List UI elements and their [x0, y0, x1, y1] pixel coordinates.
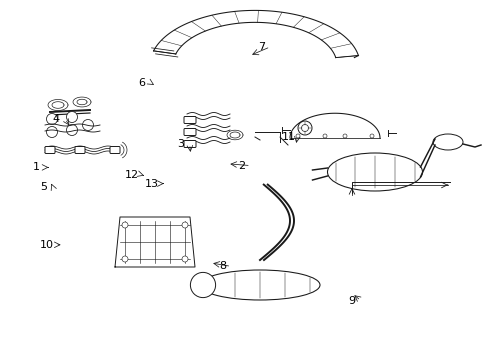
Text: 2: 2: [238, 161, 245, 171]
Circle shape: [82, 120, 93, 130]
Text: 4: 4: [53, 114, 60, 124]
Text: 11: 11: [281, 132, 295, 142]
Ellipse shape: [200, 270, 319, 300]
FancyBboxPatch shape: [110, 147, 120, 153]
Circle shape: [190, 273, 215, 298]
Circle shape: [182, 256, 187, 262]
Circle shape: [297, 121, 311, 135]
FancyBboxPatch shape: [183, 117, 196, 123]
Text: 6: 6: [138, 78, 145, 88]
Circle shape: [342, 134, 346, 138]
Text: 5: 5: [41, 182, 47, 192]
Circle shape: [46, 126, 58, 138]
Polygon shape: [289, 113, 379, 138]
Circle shape: [182, 222, 187, 228]
Text: 9: 9: [348, 296, 355, 306]
Circle shape: [369, 134, 373, 138]
Text: 10: 10: [40, 240, 53, 250]
Circle shape: [323, 134, 326, 138]
Text: 12: 12: [125, 170, 139, 180]
FancyBboxPatch shape: [183, 129, 196, 135]
Text: 3: 3: [177, 139, 184, 149]
Text: 1: 1: [33, 162, 40, 172]
Text: 13: 13: [144, 179, 158, 189]
Circle shape: [122, 222, 128, 228]
FancyBboxPatch shape: [183, 140, 196, 148]
FancyBboxPatch shape: [45, 147, 55, 153]
Ellipse shape: [327, 153, 422, 191]
Circle shape: [66, 112, 77, 122]
Circle shape: [66, 125, 77, 135]
Text: 8: 8: [219, 261, 225, 271]
Circle shape: [301, 125, 308, 131]
Circle shape: [46, 113, 58, 125]
Polygon shape: [115, 217, 195, 267]
Text: 7: 7: [258, 42, 264, 52]
Circle shape: [122, 256, 128, 262]
Polygon shape: [153, 10, 358, 58]
Circle shape: [295, 134, 299, 138]
FancyBboxPatch shape: [75, 147, 85, 153]
Ellipse shape: [432, 134, 462, 150]
